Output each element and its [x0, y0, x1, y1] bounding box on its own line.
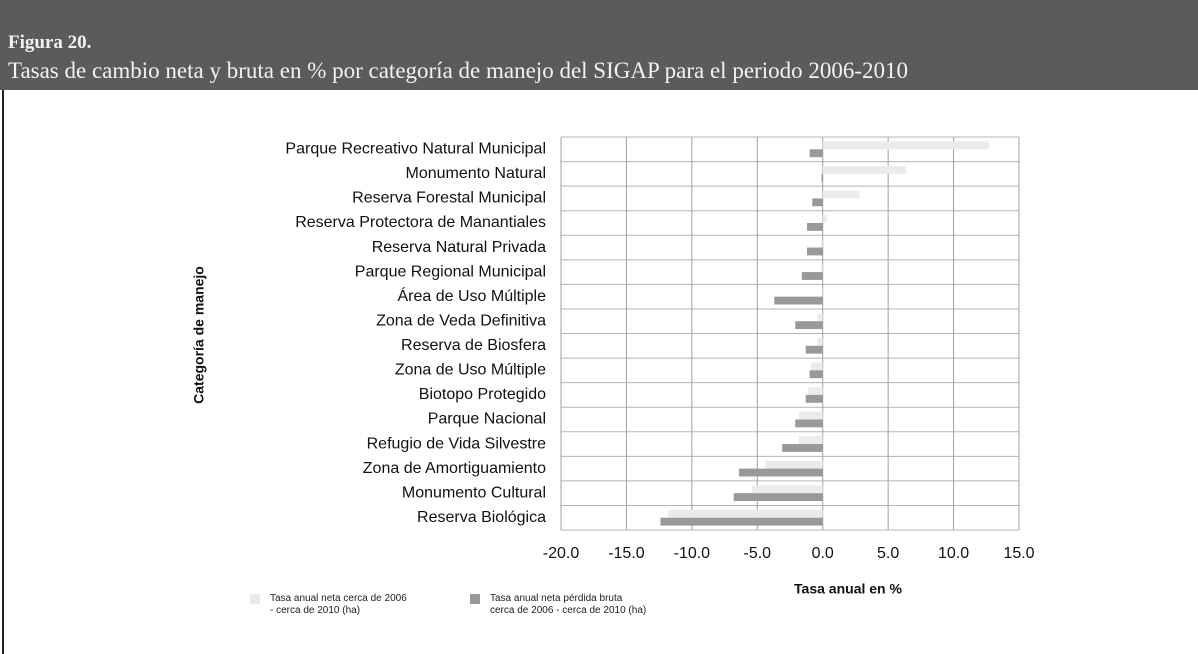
bar — [817, 337, 823, 346]
x-tick-label: 0.0 — [812, 545, 834, 562]
y-tick-label: Parque Recreativo Natural Municipal — [285, 141, 546, 158]
header: Figura 20. Tasas de cambio neta y bruta … — [0, 0, 1198, 90]
y-tick-label: Refugio de Vida Silvestre — [367, 435, 546, 452]
y-tick-label: Reserva Protectora de Manantiales — [295, 214, 546, 231]
bar — [807, 222, 823, 231]
y-tick-label: Parque Nacional — [428, 411, 546, 428]
bar — [799, 436, 823, 445]
legend-swatch — [470, 594, 480, 604]
y-tick-label: Área de Uso Múltiple — [397, 286, 546, 305]
bar — [782, 444, 823, 452]
y-tick-label: Reserva Forestal Municipal — [352, 190, 546, 207]
bar — [795, 321, 823, 330]
bar — [817, 313, 823, 322]
bar — [807, 247, 823, 256]
bar — [822, 141, 989, 150]
figure-number: Figura 20. — [8, 32, 92, 53]
bar — [774, 296, 823, 305]
bar — [738, 468, 823, 477]
bar — [822, 215, 827, 223]
bar — [668, 509, 823, 518]
bar — [809, 149, 823, 158]
y-tick-label: Biotopo Protegido — [419, 386, 546, 403]
x-tick-label: 15.0 — [1003, 545, 1034, 562]
y-tick-label: Monumento Cultural — [402, 484, 546, 501]
border — [2, 90, 4, 654]
y-tick-label: Monumento Natural — [405, 165, 546, 182]
y-tick-label: Zona de Amortiguamiento — [363, 460, 546, 477]
bar — [795, 419, 823, 428]
legend-swatch — [250, 594, 260, 604]
x-tick-label: 5.0 — [877, 545, 899, 562]
bar — [752, 485, 823, 494]
x-tick-label: 10.0 — [938, 545, 969, 562]
bar — [808, 387, 823, 395]
figure-title: Tasas de cambio neta y bruta en % por ca… — [8, 58, 908, 83]
bar — [809, 370, 823, 379]
y-tick-label: Reserva Biológica — [417, 509, 546, 526]
bar — [801, 272, 823, 280]
y-tick-label: Zona de Uso Múltiple — [395, 362, 546, 379]
bar — [821, 288, 823, 297]
bar — [821, 264, 823, 273]
bar — [799, 411, 823, 420]
x-axis-label: Tasa anual en % — [794, 581, 902, 597]
y-tick-label: Reserva Natural Privada — [372, 239, 546, 256]
bar — [765, 460, 823, 469]
bar — [822, 190, 860, 199]
x-tick-label: -10.0 — [674, 545, 711, 562]
bar — [810, 362, 823, 371]
bar — [733, 493, 823, 502]
y-axis-label: Categoría de manejo — [191, 266, 207, 404]
bar — [812, 198, 823, 207]
bar — [805, 345, 823, 354]
x-tick-label: -20.0 — [543, 545, 580, 562]
y-tick-label: Parque Regional Municipal — [355, 263, 546, 280]
x-tick-label: -15.0 — [608, 545, 645, 562]
bar — [660, 517, 823, 526]
bar — [805, 394, 823, 403]
bar — [821, 173, 823, 182]
bar — [822, 165, 907, 174]
y-tick-label: Reserva de Biosfera — [401, 337, 546, 354]
legend-label: Tasa anual neta cerca de 2006 - cerca de… — [270, 593, 407, 616]
y-tick-label: Zona de Veda Definitiva — [376, 312, 546, 329]
legend-label: Tasa anual neta pérdida bruta cerca de 2… — [490, 593, 647, 616]
x-tick-label: -5.0 — [743, 545, 771, 562]
bar — [821, 239, 823, 248]
